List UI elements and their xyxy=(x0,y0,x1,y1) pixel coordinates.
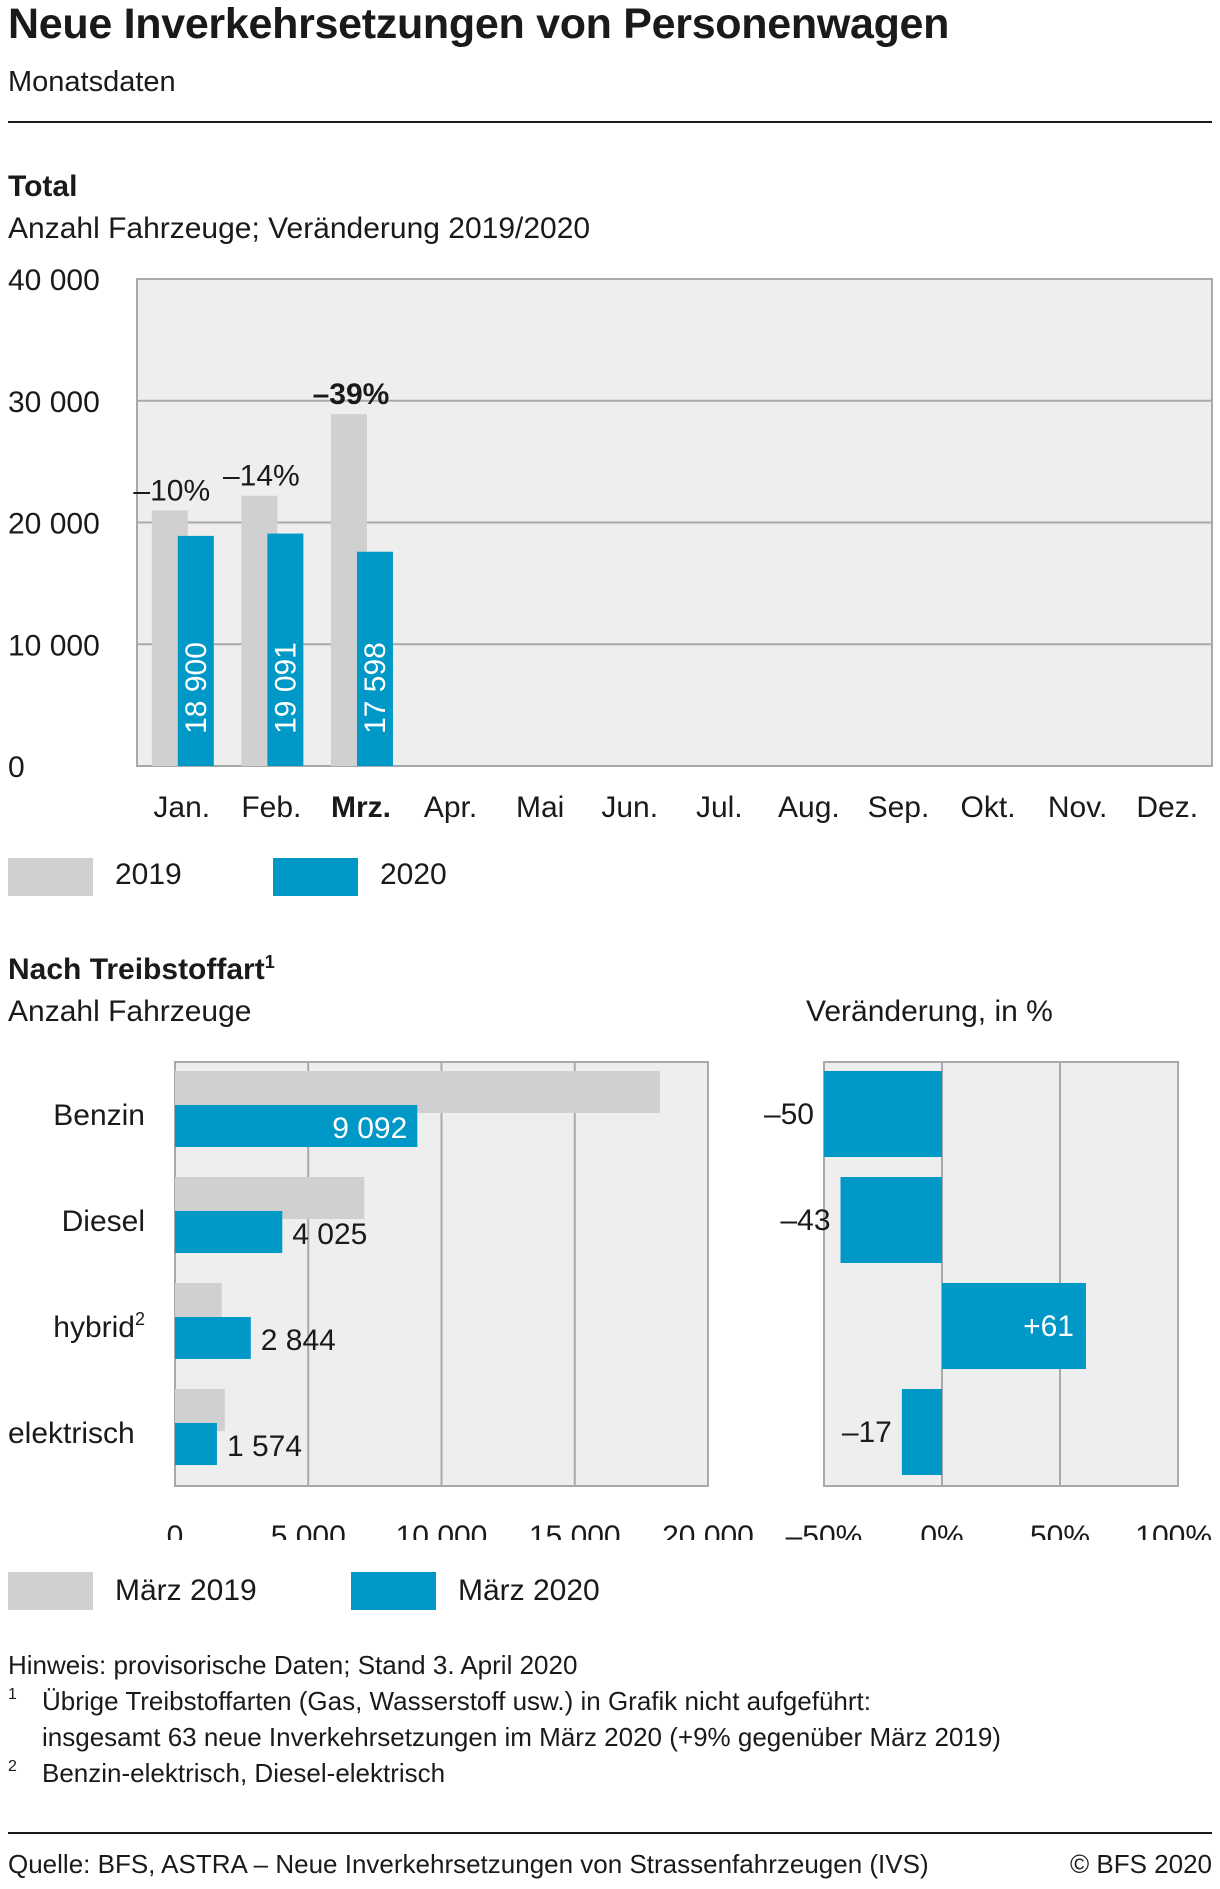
x-tick-label: Feb. xyxy=(241,791,301,824)
bar-maerz-2020 xyxy=(175,1211,283,1253)
x-tick-label: 50% xyxy=(1030,1520,1090,1540)
plot-frame xyxy=(136,278,1213,767)
change-value-label: –43 xyxy=(780,1204,830,1237)
page-subtitle: Monatsdaten xyxy=(8,66,176,98)
bar-maerz-2020 xyxy=(175,1423,217,1465)
footer-divider xyxy=(8,1832,1212,1834)
legend-label-maerz-2019: März 2019 xyxy=(115,1574,257,1607)
y-tick-label: 10 000 xyxy=(8,629,100,662)
change-value-label: +61 xyxy=(1023,1310,1074,1343)
x-tick-label: Mai xyxy=(516,791,564,824)
note-hint: Hinweis: provisorische Daten; Stand 3. A… xyxy=(8,1650,578,1680)
fuel-heading: Nach Treibstoffart1 xyxy=(8,952,275,986)
x-tick-label: Apr. xyxy=(424,791,477,824)
y-tick-label: 30 000 xyxy=(8,386,100,419)
y-tick-label: 20 000 xyxy=(8,508,100,541)
x-tick-label: Okt. xyxy=(961,791,1016,824)
total-heading: Total xyxy=(8,170,78,203)
change-label: –10% xyxy=(133,474,210,507)
header-divider xyxy=(8,121,1212,123)
bar-change xyxy=(901,1389,942,1475)
footnote-1-line2: insgesamt 63 neue Inverkehrsetzungen im … xyxy=(42,1722,1001,1752)
change-value-label: –17 xyxy=(842,1416,892,1449)
category-footnote-mark: 2 xyxy=(135,1309,145,1329)
x-tick-label: Dez. xyxy=(1136,791,1198,824)
x-tick-label: Jan. xyxy=(153,791,210,824)
x-tick-label: Jul. xyxy=(696,791,743,824)
footnote-2-number: 2 xyxy=(8,1758,17,1775)
y-tick-label: 40 000 xyxy=(8,264,100,297)
category-label: elektrisch xyxy=(8,1417,135,1450)
legend-swatch-2019 xyxy=(8,858,93,896)
x-tick-label: 15 000 xyxy=(529,1520,621,1540)
value-label-maerz-2020: 4 025 xyxy=(292,1218,367,1251)
legend-swatch-maerz-2019 xyxy=(8,1572,93,1610)
bar-change xyxy=(942,1283,1086,1369)
legend-swatch-maerz-2020 xyxy=(351,1572,436,1610)
left-plot-frame xyxy=(174,1061,709,1487)
right-plot-frame xyxy=(823,1061,1179,1487)
bar-2020 xyxy=(267,533,304,766)
x-tick-label: Sep. xyxy=(868,791,930,824)
change-label: –39% xyxy=(313,378,390,411)
y-tick-label: 0 xyxy=(8,751,25,784)
footer-source: Quelle: BFS, ASTRA – Neue Inverkehrsetzu… xyxy=(8,1849,929,1879)
value-label-2020: 19 091 xyxy=(269,642,302,734)
fuel-left-subheading: Anzahl Fahrzeuge xyxy=(8,995,252,1028)
footnote-1-number: 1 xyxy=(8,1686,17,1703)
x-tick-label: Mrz. xyxy=(331,791,391,824)
category-label: hybrid2 xyxy=(53,1309,145,1344)
fuel-right-subheading: Veränderung, in % xyxy=(806,995,1053,1028)
x-tick-label: 5 000 xyxy=(271,1520,346,1540)
bar-change xyxy=(824,1071,942,1157)
x-tick-label: 10 000 xyxy=(396,1520,488,1540)
bar-2020 xyxy=(177,535,214,766)
bar-maerz-2020 xyxy=(175,1317,251,1359)
legend-label-maerz-2020: März 2020 xyxy=(458,1574,600,1607)
footer-copyright: © BFS 2020 xyxy=(1069,1849,1212,1879)
change-label: –14% xyxy=(223,460,300,493)
total-subheading: Anzahl Fahrzeuge; Veränderung 2019/2020 xyxy=(8,212,591,245)
change-value-label: –50 xyxy=(764,1098,814,1131)
x-tick-label: –50% xyxy=(786,1520,863,1540)
total-bar-chart: 0 10 000 20 000 30 000 40 000 Jan. –10% 18 900 F… xyxy=(8,264,1213,824)
legend-label-2020: 2020 xyxy=(380,858,447,891)
x-tick-label: Nov. xyxy=(1048,791,1107,824)
category-label: Diesel xyxy=(62,1205,145,1238)
bar-change xyxy=(840,1177,942,1263)
category-label: Benzin xyxy=(53,1099,145,1132)
bar-maerz-2020 xyxy=(175,1105,418,1147)
value-label-2020: 18 900 xyxy=(180,642,213,734)
x-tick-label: 0% xyxy=(920,1520,963,1540)
x-tick-label: Jun. xyxy=(601,791,658,824)
footnote-1-line1: Übrige Treibstoffarten (Gas, Wasserstoff… xyxy=(42,1686,871,1716)
x-tick-label: 20 000 xyxy=(662,1520,754,1540)
legend-label-2019: 2019 xyxy=(115,858,182,891)
value-label-maerz-2020: 1 574 xyxy=(227,1430,302,1463)
x-tick-label: 100% xyxy=(1135,1520,1212,1540)
x-tick-label: 0 xyxy=(167,1520,184,1540)
legend-swatch-2020 xyxy=(273,858,358,896)
bar-2020 xyxy=(356,551,393,766)
x-tick-label: Aug. xyxy=(778,791,840,824)
page-title: Neue Inverkehrsetzungen von Personenwage… xyxy=(8,0,950,48)
footnote-2-line1: Benzin-elektrisch, Diesel-elektrisch xyxy=(42,1758,446,1788)
value-label-2020: 17 598 xyxy=(359,642,392,734)
fuel-bar-chart: 0 5 000 10 000 15 000 20 000 Benzin 9 092 Diese… xyxy=(8,1061,1212,1540)
value-label-maerz-2020: 2 844 xyxy=(261,1324,336,1357)
value-label-maerz-2020: 9 092 xyxy=(332,1112,407,1145)
